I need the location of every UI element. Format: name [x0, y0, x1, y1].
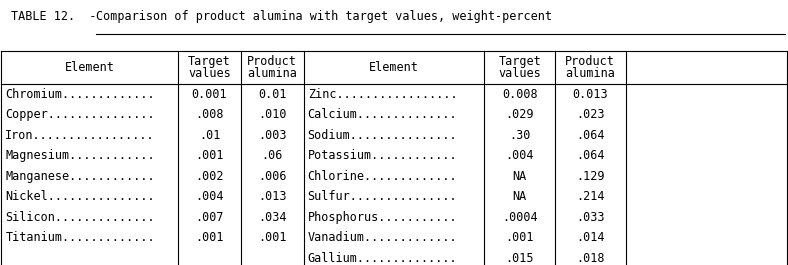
Text: .018: .018	[576, 252, 604, 265]
Text: Potassium............: Potassium............	[307, 149, 457, 162]
Text: 0.01: 0.01	[258, 88, 287, 101]
Text: .003: .003	[258, 129, 287, 142]
Text: .064: .064	[576, 149, 604, 162]
Text: NA: NA	[512, 190, 526, 203]
Text: .01: .01	[199, 129, 220, 142]
Text: Copper...............: Copper...............	[6, 108, 155, 121]
Text: Product: Product	[565, 55, 615, 68]
Text: Silicon..............: Silicon..............	[6, 211, 155, 224]
Text: Chromium.............: Chromium.............	[6, 88, 155, 101]
Text: .029: .029	[505, 108, 534, 121]
Text: Titanium.............: Titanium.............	[6, 231, 155, 244]
Text: .0004: .0004	[502, 211, 537, 224]
Text: .015: .015	[505, 252, 534, 265]
Text: alumina: alumina	[565, 68, 615, 81]
Text: .002: .002	[195, 170, 224, 183]
Text: Vanadium.............: Vanadium.............	[307, 231, 457, 244]
Text: .014: .014	[576, 231, 604, 244]
Text: TABLE 12.  -: TABLE 12. -	[11, 10, 103, 23]
Text: Element: Element	[369, 61, 419, 74]
Text: Gallium..............: Gallium..............	[307, 252, 457, 265]
Text: Phosphorus...........: Phosphorus...........	[307, 211, 457, 224]
Text: Nickel...............: Nickel...............	[6, 190, 155, 203]
Text: .010: .010	[258, 108, 287, 121]
Text: Zinc.................: Zinc.................	[307, 88, 457, 101]
Text: .30: .30	[509, 129, 530, 142]
Text: alumina: alumina	[247, 68, 297, 81]
Text: .001: .001	[505, 231, 534, 244]
Text: Sulfur...............: Sulfur...............	[307, 190, 457, 203]
Text: 0.008: 0.008	[502, 88, 537, 101]
Text: .034: .034	[258, 211, 287, 224]
Text: Chlorine.............: Chlorine.............	[307, 170, 457, 183]
Text: .004: .004	[505, 149, 534, 162]
Text: .007: .007	[195, 211, 224, 224]
Text: .06: .06	[262, 149, 283, 162]
Text: Calcium..............: Calcium..............	[307, 108, 457, 121]
Text: .129: .129	[576, 170, 604, 183]
Text: .023: .023	[576, 108, 604, 121]
Text: .001: .001	[258, 231, 287, 244]
Text: .004: .004	[195, 190, 224, 203]
Text: Manganese............: Manganese............	[6, 170, 155, 183]
Text: 0.001: 0.001	[191, 88, 227, 101]
Text: 0.013: 0.013	[573, 88, 608, 101]
Text: Sodium...............: Sodium...............	[307, 129, 457, 142]
Text: Element: Element	[65, 61, 115, 74]
Text: .001: .001	[195, 231, 224, 244]
Text: values: values	[188, 68, 231, 81]
Text: Magnesium............: Magnesium............	[6, 149, 155, 162]
Text: Comparison of product alumina with target values, weight-percent: Comparison of product alumina with targe…	[95, 10, 552, 23]
Text: .008: .008	[195, 108, 224, 121]
Text: .006: .006	[258, 170, 287, 183]
Text: values: values	[498, 68, 541, 81]
Text: Target: Target	[498, 55, 541, 68]
Text: .064: .064	[576, 129, 604, 142]
Text: Iron.................: Iron.................	[6, 129, 155, 142]
Text: .214: .214	[576, 190, 604, 203]
Text: .001: .001	[195, 149, 224, 162]
Text: Target: Target	[188, 55, 231, 68]
Text: NA: NA	[512, 170, 526, 183]
Text: Product: Product	[247, 55, 297, 68]
Text: .013: .013	[258, 190, 287, 203]
Text: .033: .033	[576, 211, 604, 224]
